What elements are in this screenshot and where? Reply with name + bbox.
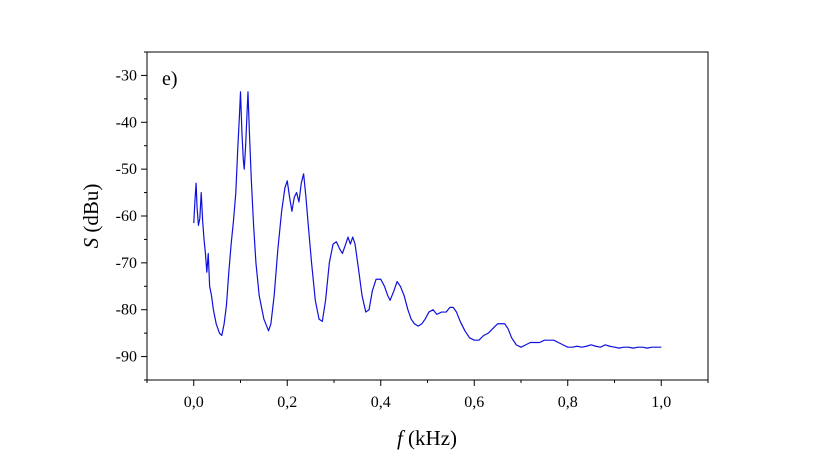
- y-tick-label: -50: [116, 161, 137, 178]
- x-tick-label: 1,0: [651, 394, 671, 411]
- x-tick-label: 0,6: [464, 394, 484, 411]
- y-axis-ticks: -30 -40 -50 -60 -70 -80 -90: [116, 51, 147, 381]
- plot-frame: [146, 51, 709, 381]
- y-axis-label: S (dBu): [79, 184, 103, 249]
- y-tick-label: -40: [116, 114, 137, 131]
- y-axis-unit: (dBu): [79, 184, 103, 238]
- x-tick-label: 0,2: [277, 394, 297, 411]
- panel-label: e): [162, 68, 178, 90]
- x-tick-label: 0,8: [558, 394, 578, 411]
- y-tick-label: -30: [116, 67, 137, 84]
- x-axis-label: f (kHz): [397, 426, 457, 450]
- y-tick-label: -70: [116, 255, 137, 272]
- x-axis-ticks: 0,0 0,2 0,4 0,6 0,8 1,0: [146, 380, 709, 411]
- x-axis-unit: (kHz): [403, 426, 457, 450]
- y-tick-label: -80: [116, 302, 137, 319]
- x-tick-label: 0,4: [371, 394, 391, 411]
- y-tick-label: -90: [116, 349, 137, 366]
- y-tick-label: -60: [116, 208, 137, 225]
- y-axis-symbol: S: [79, 237, 103, 248]
- x-axis-symbol: f: [397, 426, 406, 450]
- x-tick-label: 0,0: [184, 394, 204, 411]
- spectrum-line: [193, 91, 662, 349]
